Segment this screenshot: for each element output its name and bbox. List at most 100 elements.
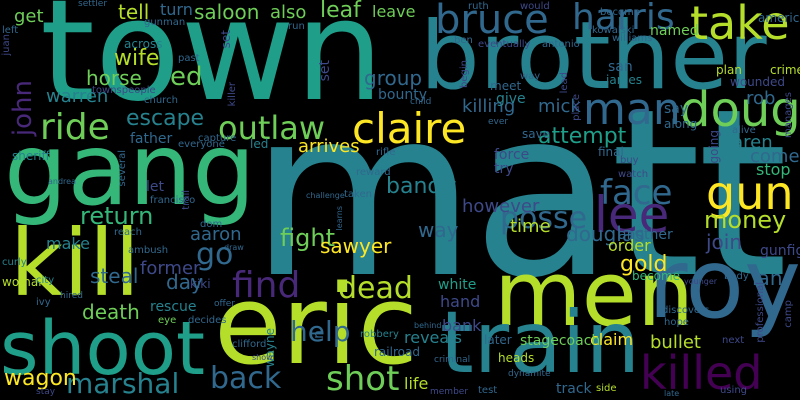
word-day: decides <box>188 315 227 326</box>
word-eric: eric <box>214 261 418 389</box>
word-wagon: wagon <box>4 366 77 391</box>
word-marshal: marshal <box>66 367 180 400</box>
word-force: force <box>494 147 530 163</box>
word-help: help <box>290 315 351 348</box>
word-wife: wife <box>114 46 160 71</box>
word-group: group <box>364 66 423 90</box>
word-ivy: dom <box>200 219 223 230</box>
word-capture: set <box>317 60 333 82</box>
word-several: townspeople <box>92 85 156 96</box>
word-hand: hand <box>440 292 481 311</box>
word-begin: child <box>410 97 432 107</box>
word-wounded: plan <box>716 63 742 77</box>
word-man: man <box>583 84 681 135</box>
word-criminal: begin <box>459 60 470 88</box>
word-bruce: bruce <box>435 0 549 43</box>
word-make: make <box>46 234 90 253</box>
word-ed: ed <box>170 62 203 92</box>
word-kiki: eye <box>158 315 177 326</box>
word-douglas: douglas <box>566 222 645 246</box>
word-life: life <box>404 374 429 393</box>
word-named: another <box>618 227 673 243</box>
word-sheriff: set <box>219 30 233 49</box>
word-town: town <box>40 0 384 133</box>
word-kowalski: eventually <box>478 39 531 50</box>
word-draw: body <box>724 271 749 282</box>
word-run: become <box>600 7 641 18</box>
word-aaron: aaron <box>190 224 242 245</box>
word-learns: show <box>252 353 273 362</box>
word-saloon: saloon <box>194 0 260 24</box>
word-know: across <box>124 37 163 51</box>
word-claim: claim <box>590 330 634 349</box>
word-later: later <box>484 333 512 347</box>
word-try: try <box>494 161 514 177</box>
word-well: andrea <box>48 177 76 186</box>
word-shooting: heads <box>498 351 535 365</box>
word-professional: using <box>720 385 748 396</box>
word-take: take <box>690 0 790 50</box>
word-watch: final <box>598 145 624 159</box>
word-ian: ian <box>752 266 783 290</box>
word-left: ben <box>454 35 473 46</box>
word-leaf: leaf <box>320 0 361 23</box>
word-taken: rifle <box>376 147 396 158</box>
word-gang: gang <box>4 111 256 228</box>
word-clifford: hired <box>60 291 83 301</box>
word-join: join <box>706 230 743 254</box>
word-money: money <box>704 206 787 234</box>
word-james: named <box>650 23 699 39</box>
word-rifle: crime <box>770 63 800 77</box>
word-along: james <box>606 73 643 87</box>
word-arrives: arrives <box>298 136 360 157</box>
word-attempt: attempt <box>538 124 627 149</box>
word-hope: dynamite <box>508 369 551 379</box>
word-hired: stay <box>36 387 56 397</box>
word-posse: posse <box>500 201 588 236</box>
word-eventually: would <box>520 1 550 12</box>
word-curly: woman <box>2 275 46 289</box>
word-escape: escape <box>126 106 205 131</box>
word-death: death <box>82 300 140 324</box>
word-past: williams <box>612 33 653 44</box>
word-warren: warren <box>46 86 109 107</box>
word-time: time <box>510 216 551 237</box>
word-stop: stop <box>756 160 791 179</box>
word-camp: next <box>722 335 745 346</box>
word-plan: ambush <box>128 245 169 256</box>
word-church: gunman <box>144 17 186 28</box>
word-however: however <box>462 196 540 217</box>
word-village: camp <box>783 300 794 328</box>
word-wayne: kiki <box>190 277 211 291</box>
word-test: clifford <box>232 339 267 350</box>
word-american: ruth <box>468 1 489 12</box>
word-side: offer <box>214 299 235 309</box>
word-meet: along <box>664 117 698 131</box>
word-white: white <box>438 277 477 293</box>
word-younger: member <box>430 387 469 397</box>
word-back: back <box>210 361 282 396</box>
word-shot: shot <box>326 359 400 399</box>
word-dom: everyone <box>178 139 225 150</box>
word-reveals: reveals <box>404 328 462 347</box>
word-challenge: younger <box>684 277 718 286</box>
word-killing: killing <box>462 96 516 117</box>
word-mick: mick <box>538 96 581 117</box>
word-across: meet <box>490 79 522 93</box>
word-discovers: test <box>478 385 498 396</box>
word-behind: draw <box>224 243 244 252</box>
word-rob: rob <box>746 88 776 109</box>
word-body: criminal <box>434 355 471 365</box>
word-using: discovers <box>662 305 710 316</box>
word-former: former <box>140 258 201 279</box>
word-would: alive <box>732 125 756 136</box>
word-offer: ivy <box>36 297 51 308</box>
word-roy: roy <box>648 228 800 340</box>
word-claire: claire <box>352 104 467 153</box>
word-williams: antonio <box>542 39 580 50</box>
word-andrea: place <box>571 94 582 121</box>
word-gunman: left <box>2 25 19 36</box>
word-save: save <box>522 127 551 141</box>
word-saved: challenge <box>306 191 345 200</box>
